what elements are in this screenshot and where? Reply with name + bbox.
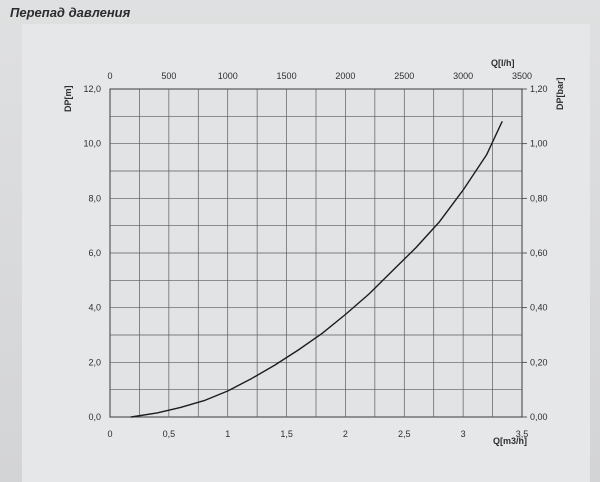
x-tick-label: 0,5 bbox=[163, 429, 176, 439]
right-tick-label: 0,00 bbox=[530, 412, 548, 422]
x-tick-label: 2,5 bbox=[398, 429, 411, 439]
top-axis-title: Q[l/h] bbox=[491, 58, 515, 68]
x-tick-label: 1,5 bbox=[280, 429, 293, 439]
top-tick-label: 1000 bbox=[218, 71, 238, 81]
grid-lines bbox=[110, 89, 522, 417]
right-tick-label: 0,40 bbox=[530, 303, 548, 313]
series-group bbox=[130, 121, 503, 418]
right-tick-label: 1,20 bbox=[530, 84, 548, 94]
top-tick-label: 500 bbox=[161, 71, 176, 81]
chart-heading: Перепад давления bbox=[10, 5, 131, 20]
tick-labels: 0 0,5 1 1,5 2 2,5 3 3,5 0 500 1000 1500 2000 2500 3000… bbox=[83, 71, 547, 439]
y-tick-label: 2,0 bbox=[88, 357, 101, 367]
top-tick-label: 2500 bbox=[394, 71, 414, 81]
top-tick-label: 3000 bbox=[453, 71, 473, 81]
right-tick-label: 0,80 bbox=[530, 193, 548, 203]
right-tick-label: 0,60 bbox=[530, 248, 548, 258]
y-tick-label: 6,0 bbox=[88, 248, 101, 258]
x-tick-label: 3,5 bbox=[516, 429, 529, 439]
x-tick-label: 0 bbox=[107, 429, 112, 439]
top-tick-label: 1500 bbox=[277, 71, 297, 81]
series-line bbox=[130, 121, 503, 418]
x-tick-label: 3 bbox=[461, 429, 466, 439]
y-tick-label: 4,0 bbox=[88, 303, 101, 313]
top-tick-label: 2000 bbox=[335, 71, 355, 81]
y-tick-label: 0,0 bbox=[88, 412, 101, 422]
x-tick-label: 1 bbox=[225, 429, 230, 439]
right-tick-label: 0,20 bbox=[530, 357, 548, 367]
x-tick-label: 2 bbox=[343, 429, 348, 439]
y-tick-label: 12,0 bbox=[83, 84, 101, 94]
y-tick-label: 8,0 bbox=[88, 193, 101, 203]
right-axis-title: DP[bar] bbox=[555, 77, 565, 110]
x-axis-title: Q[m3/h] bbox=[493, 436, 527, 446]
top-tick-label: 3500 bbox=[512, 71, 532, 81]
y-axis-title: DP[m] bbox=[63, 85, 73, 112]
y-tick-label: 10,0 bbox=[83, 139, 101, 149]
top-tick-label: 0 bbox=[107, 71, 112, 81]
right-tick-label: 1,00 bbox=[530, 139, 548, 149]
